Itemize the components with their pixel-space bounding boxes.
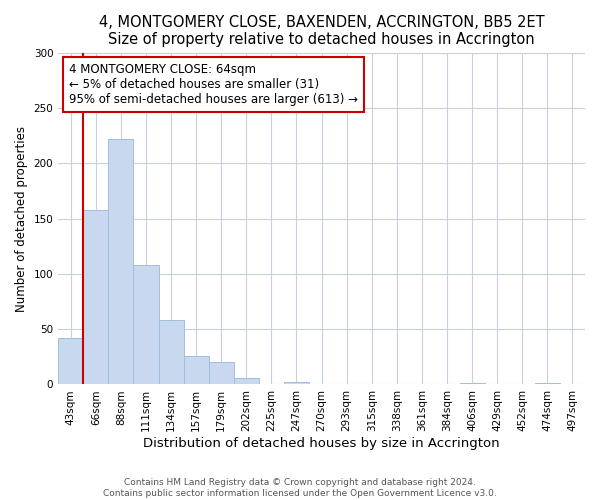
Text: 4 MONTGOMERY CLOSE: 64sqm
← 5% of detached houses are smaller (31)
95% of semi-d: 4 MONTGOMERY CLOSE: 64sqm ← 5% of detach… xyxy=(69,62,358,106)
Bar xyxy=(58,338,83,384)
Bar xyxy=(234,378,259,384)
Bar xyxy=(209,362,234,384)
X-axis label: Distribution of detached houses by size in Accrington: Distribution of detached houses by size … xyxy=(143,437,500,450)
Y-axis label: Number of detached properties: Number of detached properties xyxy=(15,126,28,312)
Bar xyxy=(83,210,109,384)
Bar xyxy=(158,320,184,384)
Title: 4, MONTGOMERY CLOSE, BAXENDEN, ACCRINGTON, BB5 2ET
Size of property relative to : 4, MONTGOMERY CLOSE, BAXENDEN, ACCRINGTO… xyxy=(99,15,544,48)
Text: Contains HM Land Registry data © Crown copyright and database right 2024.
Contai: Contains HM Land Registry data © Crown c… xyxy=(103,478,497,498)
Bar xyxy=(284,382,309,384)
Bar xyxy=(133,265,158,384)
Bar xyxy=(184,356,209,384)
Bar xyxy=(109,139,133,384)
